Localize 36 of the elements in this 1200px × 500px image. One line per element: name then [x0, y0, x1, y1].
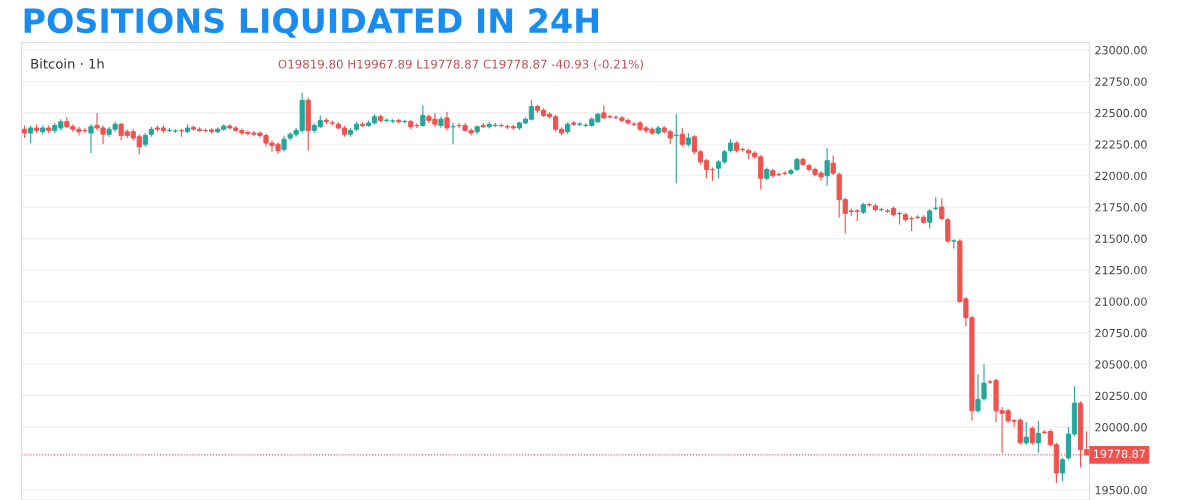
candlestick: [939, 197, 945, 221]
candlestick: [679, 127, 685, 148]
candlestick: [673, 113, 679, 184]
candlestick: [420, 104, 426, 128]
y-tick-label: 21000.00: [1095, 297, 1147, 306]
candlestick: [981, 363, 987, 402]
y-tick-label: 21750.00: [1095, 203, 1147, 212]
candlestick: [975, 373, 981, 414]
candlestick: [927, 208, 933, 230]
y-tick-label: 20750.00: [1095, 328, 1147, 338]
candlestick: [88, 123, 94, 154]
y-tick-label: 21250.00: [1095, 265, 1147, 275]
candlestick: [444, 111, 450, 132]
y-tick-label: 22500.00: [1095, 108, 1147, 118]
text: Bitcoin · 1h: [31, 58, 104, 69]
ref-line-label: 19778.87: [1094, 449, 1145, 459]
y-tick-label: 22750.00: [1095, 77, 1147, 86]
y-tick-label: 19500.00: [1095, 485, 1147, 495]
y-tick-label: 23000.00: [1095, 46, 1147, 55]
y-tick-label: 22250.00: [1095, 140, 1147, 149]
candlestick: [450, 122, 456, 145]
y-tick-label: 22000.00: [1095, 171, 1147, 181]
candlestick: [830, 155, 836, 176]
chart-title: POSITIONS LIQUIDATED IN 24H: [24, 8, 599, 38]
y-tick-label: 20500.00: [1095, 360, 1147, 369]
candlestick: [824, 147, 830, 187]
y-tick-label: 21500.00: [1095, 234, 1147, 243]
candlestick: [782, 170, 788, 176]
candlestick: [1035, 420, 1041, 454]
candlestick: [1059, 457, 1066, 482]
annotation: O19819.80 H19967.89 L19778.87 C19778.87 -40.93 (-0.21%): [278, 59, 644, 70]
y-tick-label: 20250.00: [1095, 391, 1147, 401]
candlestick: [1023, 421, 1029, 446]
candlestick: [945, 217, 951, 244]
candlestick: [1029, 425, 1035, 446]
y-tick-label: 20000.00: [1095, 423, 1147, 432]
